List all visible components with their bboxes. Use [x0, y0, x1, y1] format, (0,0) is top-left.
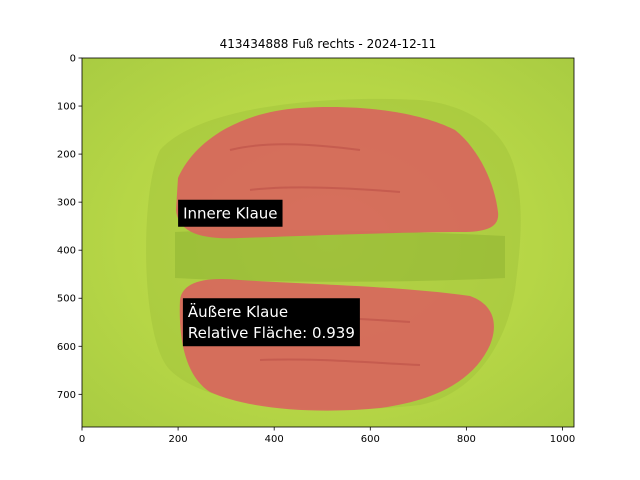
x-axis: 0 200 400 600 800 1000: [79, 427, 575, 445]
interdigital-gap: [175, 229, 505, 282]
annotation-text: Innere Klaue: [183, 205, 277, 223]
annotations: Innere Klaue Äußere Klaue Relative Fläche:…: [178, 199, 360, 347]
x-tick-label: 0: [79, 434, 85, 445]
y-tick-label: 500: [57, 294, 76, 305]
annotation-box: [178, 199, 283, 227]
plot-area: [82, 58, 574, 427]
x-tick-label: 600: [361, 434, 380, 445]
annotation-label: Äußere Klaue Relative Fläche: 0.939: [182, 298, 360, 347]
annotation-text: Äußere Klaue: [188, 302, 288, 321]
annotation-label: Innere Klaue: [178, 199, 283, 227]
y-tick-label: 400: [57, 246, 76, 257]
annotation-box: [182, 298, 360, 347]
plot-frame: [81, 57, 575, 428]
y-tick-label: 300: [57, 198, 76, 209]
x-tick-label: 200: [169, 434, 188, 445]
y-tick-label: 600: [57, 342, 76, 353]
annotation-text: Relative Fläche: 0.939: [188, 324, 355, 342]
chart-title: 413434888 Fuß rechts - 2024-12-11: [220, 37, 437, 51]
y-tick-label: 700: [57, 390, 76, 401]
x-tick-label: 800: [457, 434, 476, 445]
x-tick-label: 400: [265, 434, 284, 445]
y-tick-label: 0: [70, 54, 76, 65]
y-tick-label: 100: [57, 102, 76, 113]
x-tick-label: 1000: [550, 434, 575, 445]
y-tick-label: 200: [57, 150, 76, 161]
inner-claw-texture: [229, 143, 401, 193]
y-axis: 0 100 200 300 400 500 600 700: [57, 54, 82, 401]
